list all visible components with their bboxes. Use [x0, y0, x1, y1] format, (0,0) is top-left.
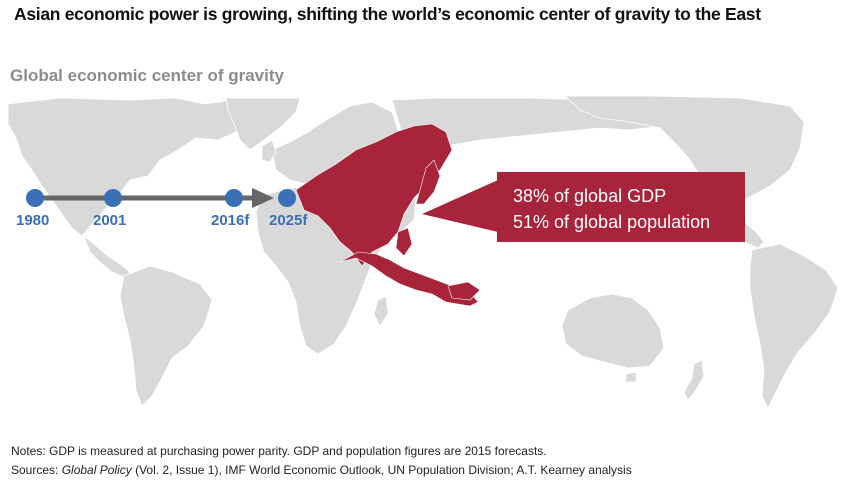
philippines: [395, 227, 413, 257]
southeast-asia-islands: [339, 251, 479, 307]
central-america: [83, 234, 131, 279]
timeline-point-2016f: [225, 189, 243, 207]
timeline-arrowhead: [252, 188, 274, 208]
timeline-label-1980: 1980: [16, 212, 50, 229]
south-america-east: [749, 243, 839, 409]
sources-line: Sources: Global Policy (Vol. 2, Issue 1)…: [11, 461, 632, 480]
timeline-point-2025f: [278, 189, 296, 207]
callout-population: 51% of global population: [513, 212, 711, 232]
timeline-label-2025f: 2025f: [269, 212, 308, 229]
new-guinea: [447, 281, 481, 301]
notes-line: Notes: GDP is measured at purchasing pow…: [11, 444, 547, 458]
chart-subtitle: Global economic center of gravity: [10, 66, 284, 85]
timeline-label-2016f: 2016f: [211, 212, 250, 229]
sources-rest: (Vol. 2, Issue 1), IMF World Economic Ou…: [131, 463, 632, 477]
asia-highlight: [295, 123, 481, 307]
timeline-point-2001: [104, 189, 122, 207]
callout-pointer: [422, 180, 498, 232]
australia: [561, 293, 665, 369]
callout-gdp: 38% of global GDP: [513, 186, 667, 206]
north-america: [7, 97, 263, 237]
timeline-label-2001: 2001: [93, 212, 127, 229]
sources-italic: Global Policy: [61, 463, 132, 477]
south-america: [119, 265, 213, 407]
uk: [261, 139, 277, 163]
greenland: [225, 97, 301, 151]
timeline-point-1980: [26, 189, 44, 207]
madagascar: [373, 295, 389, 327]
callout-box: 38% of global GDP 51% of global populati…: [497, 172, 745, 242]
new-zealand: [683, 359, 705, 401]
japan: [415, 159, 441, 205]
notes-block: Notes: GDP is measured at purchasing pow…: [11, 442, 632, 480]
chart-title: Asian economic power is growing, shiftin…: [14, 4, 761, 24]
tasmania: [625, 371, 637, 383]
timeline: [26, 188, 296, 208]
sources-prefix: Sources:: [11, 463, 62, 477]
